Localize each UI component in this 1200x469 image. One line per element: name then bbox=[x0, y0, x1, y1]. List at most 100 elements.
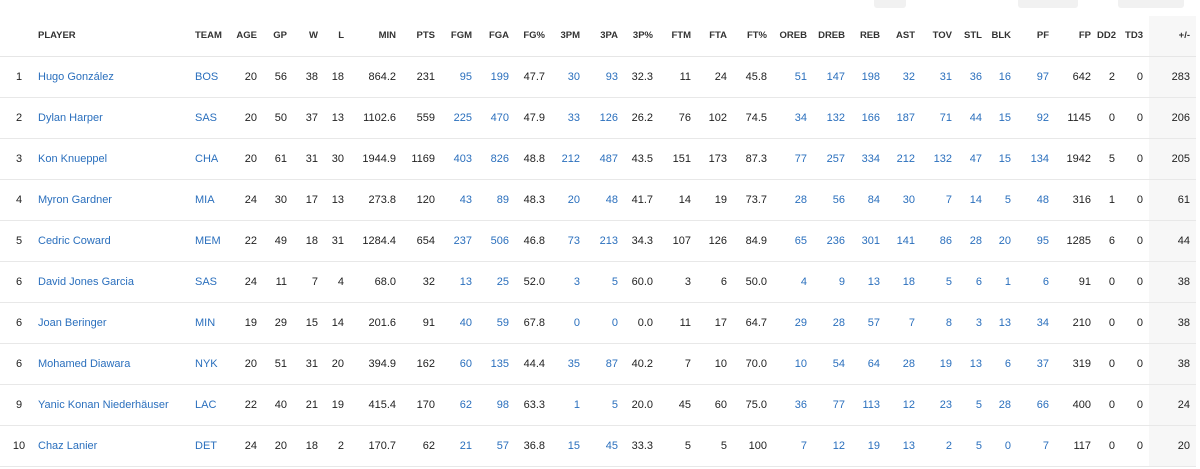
oreb-link[interactable]: 28 bbox=[794, 193, 807, 206]
stl-link[interactable]: 6 bbox=[975, 275, 982, 288]
fga-link[interactable]: 199 bbox=[490, 70, 509, 83]
fga-link[interactable]: 135 bbox=[490, 357, 509, 370]
column-header-blk[interactable]: BLK bbox=[988, 16, 1017, 57]
dreb-link[interactable]: 236 bbox=[826, 234, 845, 247]
blk-link[interactable]: 5 bbox=[1004, 193, 1011, 206]
player-link[interactable]: Myron Gardner bbox=[38, 193, 112, 206]
tov-link[interactable]: 2 bbox=[945, 439, 952, 452]
fgm-link[interactable]: 237 bbox=[453, 234, 472, 247]
fgm-link[interactable]: 95 bbox=[459, 70, 472, 83]
fgm-link[interactable]: 403 bbox=[453, 152, 472, 165]
column-header-player[interactable]: PLAYER bbox=[38, 16, 195, 57]
column-header-ftm[interactable]: FTM bbox=[659, 16, 697, 57]
reb-link[interactable]: 13 bbox=[867, 275, 880, 288]
column-header-fp[interactable]: FP bbox=[1055, 16, 1097, 57]
column-header-dreb[interactable]: DREB bbox=[813, 16, 851, 57]
dreb-link[interactable]: 28 bbox=[832, 316, 845, 329]
column-header-pm[interactable]: +/- bbox=[1149, 16, 1196, 57]
column-header-dd2[interactable]: DD2 bbox=[1097, 16, 1121, 57]
dreb-link[interactable]: 12 bbox=[832, 439, 845, 452]
reb-link[interactable]: 198 bbox=[861, 70, 880, 83]
column-header-min[interactable]: MIN bbox=[350, 16, 402, 57]
player-link[interactable]: Kon Knueppel bbox=[38, 152, 108, 165]
reb-link[interactable]: 19 bbox=[867, 439, 880, 452]
ast-link[interactable]: 13 bbox=[902, 439, 915, 452]
column-header-tov[interactable]: TOV bbox=[921, 16, 958, 57]
column-header-ast[interactable]: AST bbox=[886, 16, 921, 57]
dreb-link[interactable]: 56 bbox=[832, 193, 845, 206]
reb-link[interactable]: 64 bbox=[867, 357, 880, 370]
column-header-ftp[interactable]: FT% bbox=[733, 16, 773, 57]
oreb-link[interactable]: 29 bbox=[794, 316, 807, 329]
ast-link[interactable]: 32 bbox=[902, 70, 915, 83]
reb-link[interactable]: 301 bbox=[861, 234, 880, 247]
player-link[interactable]: Joan Beringer bbox=[38, 316, 107, 329]
player-link[interactable]: Mohamed Diawara bbox=[38, 357, 131, 370]
pf-link[interactable]: 92 bbox=[1036, 111, 1049, 124]
tpa-link[interactable]: 45 bbox=[605, 439, 618, 452]
tpm-link[interactable]: 1 bbox=[573, 398, 580, 411]
column-header-tpa[interactable]: 3PA bbox=[586, 16, 624, 57]
tov-link[interactable]: 8 bbox=[945, 316, 952, 329]
ast-link[interactable]: 141 bbox=[896, 234, 915, 247]
dreb-link[interactable]: 147 bbox=[826, 70, 845, 83]
dreb-link[interactable]: 77 bbox=[832, 398, 845, 411]
team-link[interactable]: DET bbox=[195, 439, 217, 452]
fgm-link[interactable]: 60 bbox=[459, 357, 472, 370]
fgm-link[interactable]: 13 bbox=[459, 275, 472, 288]
reb-link[interactable]: 113 bbox=[862, 398, 880, 411]
tpm-link[interactable]: 33 bbox=[567, 111, 580, 124]
team-link[interactable]: LAC bbox=[195, 398, 217, 411]
tov-link[interactable]: 31 bbox=[939, 70, 952, 83]
reb-link[interactable]: 166 bbox=[861, 111, 880, 124]
column-header-stl[interactable]: STL bbox=[958, 16, 988, 57]
tov-link[interactable]: 71 bbox=[939, 111, 952, 124]
tpm-link[interactable]: 30 bbox=[567, 70, 580, 83]
oreb-link[interactable]: 4 bbox=[800, 275, 807, 288]
fgm-link[interactable]: 21 bbox=[459, 439, 472, 452]
toolbar-button[interactable] bbox=[1118, 0, 1184, 8]
tov-link[interactable]: 132 bbox=[933, 152, 952, 165]
team-link[interactable]: MEM bbox=[195, 234, 221, 247]
column-header-oreb[interactable]: OREB bbox=[773, 16, 813, 57]
column-header-tpp[interactable]: 3P% bbox=[624, 16, 659, 57]
toolbar-button[interactable] bbox=[1018, 0, 1078, 8]
tpa-link[interactable]: 126 bbox=[599, 111, 618, 124]
fgm-link[interactable]: 43 bbox=[459, 193, 472, 206]
tov-link[interactable]: 7 bbox=[945, 193, 952, 206]
fga-link[interactable]: 826 bbox=[490, 152, 509, 165]
reb-link[interactable]: 334 bbox=[861, 152, 880, 165]
tpm-link[interactable]: 73 bbox=[567, 234, 580, 247]
blk-link[interactable]: 6 bbox=[1004, 357, 1011, 370]
tpa-link[interactable]: 5 bbox=[611, 275, 618, 288]
team-link[interactable]: SAS bbox=[195, 275, 218, 288]
column-header-pf[interactable]: PF bbox=[1017, 16, 1055, 57]
player-link[interactable]: Chaz Lanier bbox=[38, 439, 98, 452]
player-link[interactable]: Dylan Harper bbox=[38, 111, 103, 124]
tpa-link[interactable]: 93 bbox=[605, 70, 618, 83]
dreb-link[interactable]: 54 bbox=[832, 357, 845, 370]
ast-link[interactable]: 12 bbox=[902, 398, 915, 411]
pf-link[interactable]: 66 bbox=[1036, 398, 1049, 411]
tpa-link[interactable]: 87 bbox=[605, 357, 618, 370]
column-header-fta[interactable]: FTA bbox=[697, 16, 733, 57]
oreb-link[interactable]: 7 bbox=[800, 439, 807, 452]
blk-link[interactable]: 0 bbox=[1004, 439, 1011, 452]
pf-link[interactable]: 34 bbox=[1036, 316, 1049, 329]
pf-link[interactable]: 97 bbox=[1036, 70, 1049, 83]
dreb-link[interactable]: 132 bbox=[826, 111, 845, 124]
fga-link[interactable]: 470 bbox=[490, 111, 509, 124]
team-link[interactable]: SAS bbox=[195, 111, 218, 124]
stl-link[interactable]: 44 bbox=[969, 111, 982, 124]
blk-link[interactable]: 15 bbox=[998, 111, 1011, 124]
team-link[interactable]: BOS bbox=[195, 70, 219, 83]
fga-link[interactable]: 59 bbox=[496, 316, 509, 329]
pf-link[interactable]: 6 bbox=[1042, 275, 1049, 288]
pf-link[interactable]: 37 bbox=[1036, 357, 1049, 370]
fgm-link[interactable]: 225 bbox=[453, 111, 472, 124]
fgm-link[interactable]: 62 bbox=[459, 398, 472, 411]
oreb-link[interactable]: 34 bbox=[794, 111, 807, 124]
column-header-pts[interactable]: PTS bbox=[402, 16, 441, 57]
player-link[interactable]: David Jones Garcia bbox=[38, 275, 134, 288]
team-link[interactable]: NYK bbox=[195, 357, 218, 370]
